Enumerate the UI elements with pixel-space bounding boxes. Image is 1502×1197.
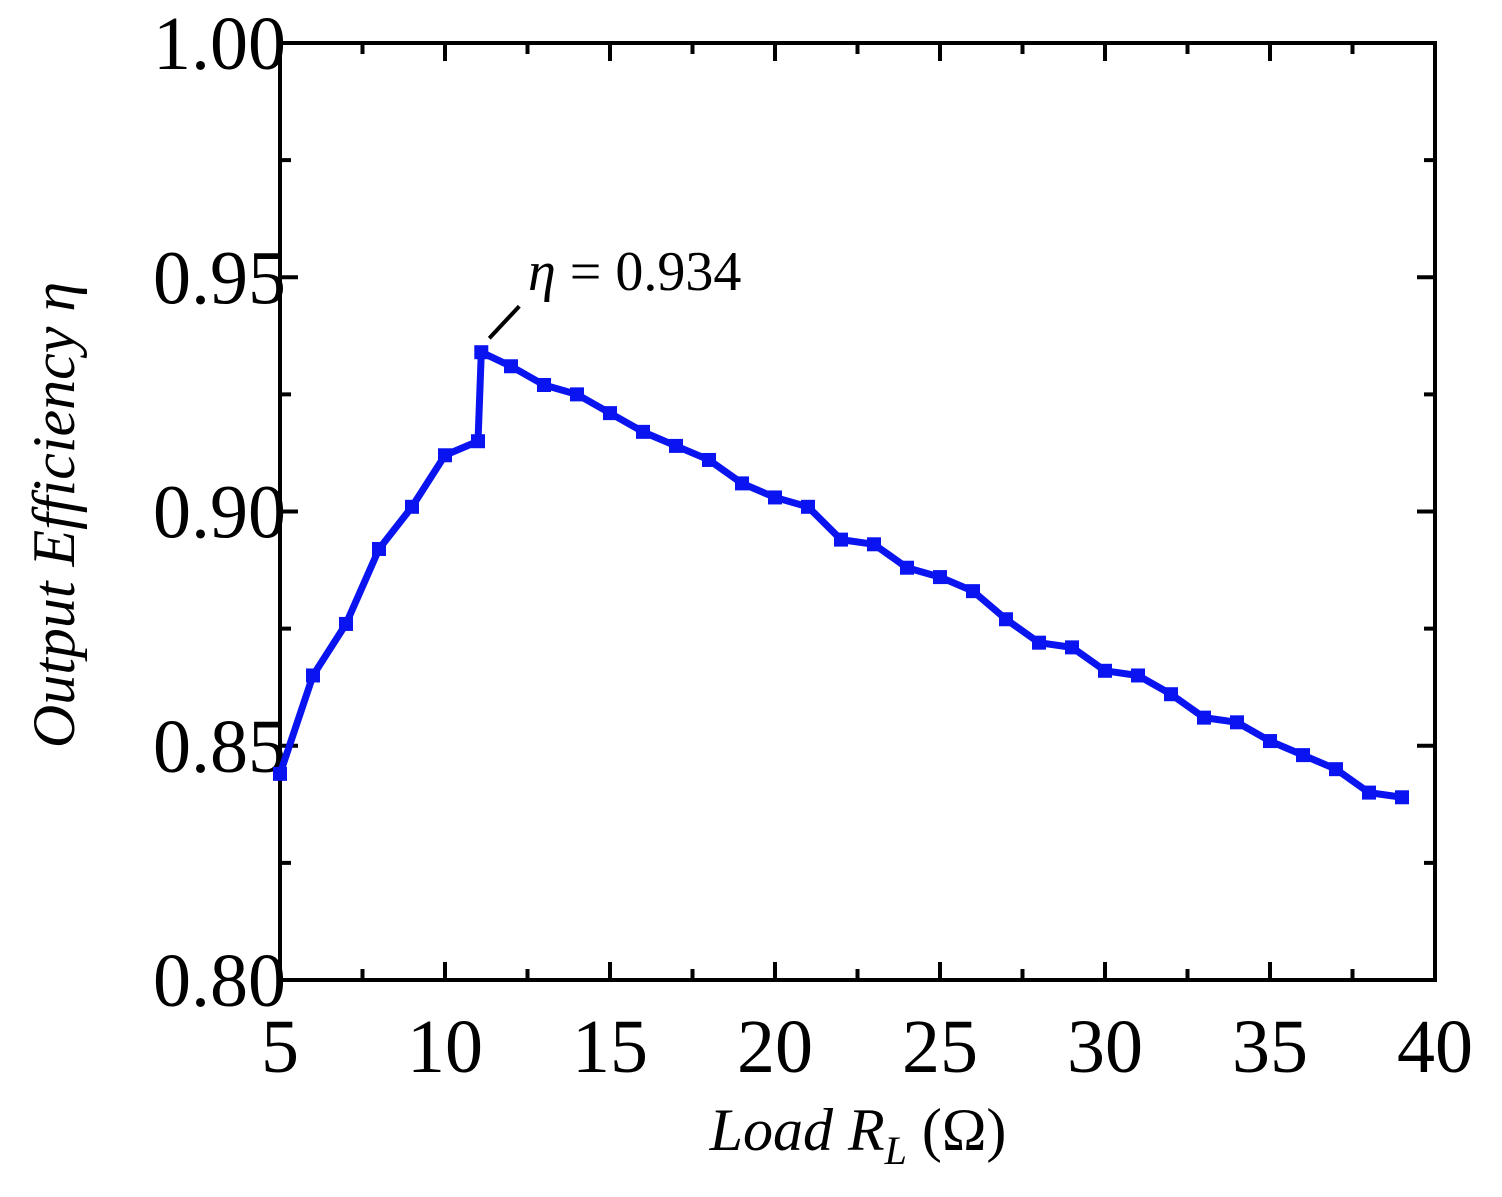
data-point (834, 532, 848, 547)
x-tick-labels: 5 10 15 20 25 30 35 40 (261, 1005, 1473, 1089)
data-point (504, 359, 518, 374)
data-point (1329, 762, 1343, 777)
x-axis-label-var: R (847, 1097, 885, 1163)
x-tick-label: 5 (261, 1005, 299, 1089)
data-point (735, 476, 749, 491)
data-point (1098, 663, 1112, 678)
x-tick-label: 40 (1397, 1005, 1473, 1089)
y-tick-label: 0.85 (153, 705, 286, 789)
data-point (999, 612, 1013, 627)
data-point (1230, 715, 1244, 730)
annotation-leader (487, 304, 521, 340)
y-axis-label: Output Efficiency η (21, 282, 87, 748)
data-point (702, 452, 716, 467)
data-point (900, 560, 914, 575)
data-point (867, 537, 881, 552)
data-point (966, 584, 980, 599)
data-point (768, 490, 782, 505)
plot-frame (278, 41, 1437, 982)
data-point (405, 499, 419, 514)
x-tick-label: 20 (737, 1005, 813, 1089)
data-point (1164, 687, 1178, 702)
y-tick-labels: 0.80 0.85 0.90 0.95 1.00 (153, 2, 286, 1023)
x-axis-label-main: Load (709, 1097, 848, 1163)
data-point (474, 345, 489, 360)
x-axis-label-unit: (Ω) (907, 1097, 1007, 1163)
data-point (669, 438, 683, 453)
data-point (372, 541, 386, 556)
y-tick-label: 0.80 (153, 939, 286, 1023)
data-point (1362, 785, 1376, 800)
data-point (933, 570, 947, 585)
data-point (1032, 635, 1046, 650)
x-tick-label: 35 (1232, 1005, 1308, 1089)
y-axis-label-var: η (21, 282, 87, 312)
y-tick-label: 0.95 (153, 236, 286, 320)
data-point (1296, 748, 1310, 763)
x-tick-label: 25 (902, 1005, 978, 1089)
data-point (471, 434, 485, 449)
x-axis-label-sub: L (884, 1128, 907, 1173)
y-tick-label: 0.90 (153, 471, 286, 555)
data-point (636, 424, 650, 439)
x-axis-label: Load RL (Ω) (709, 1097, 1007, 1173)
annotation-value: = 0.934 (556, 241, 742, 303)
annotation-label: η = 0.934 (528, 241, 741, 303)
data-point (1395, 790, 1409, 805)
y-axis-label-main: Output Efficiency (21, 312, 87, 749)
data-point (1131, 668, 1145, 683)
x-tick-label: 15 (572, 1005, 648, 1089)
data-point (1065, 640, 1079, 655)
data-point (603, 406, 617, 421)
data-point (273, 766, 287, 781)
data-point (801, 499, 815, 514)
y-tick-label: 1.00 (153, 2, 286, 86)
data-point (537, 378, 551, 393)
data-point (306, 668, 320, 683)
x-tick-label: 10 (407, 1005, 483, 1089)
data-point (1263, 734, 1277, 749)
series-line (276, 348, 1403, 801)
data-point (570, 387, 584, 402)
annotation-eta: η (528, 241, 556, 303)
series-group (273, 345, 1409, 805)
data-point (438, 448, 452, 463)
data-point (1197, 710, 1211, 725)
x-tick-label: 30 (1067, 1005, 1143, 1089)
axis-ticks (278, 41, 1437, 982)
data-point (339, 616, 353, 631)
